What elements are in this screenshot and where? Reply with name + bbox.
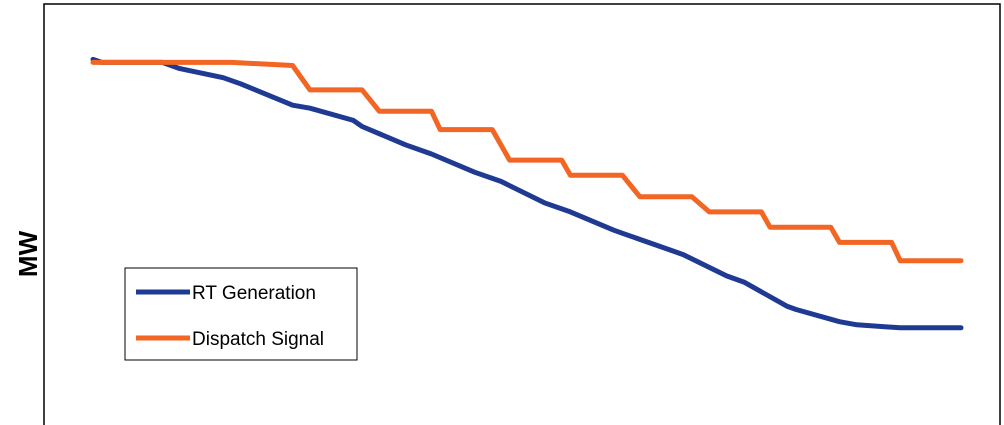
series-line-dispatch-signal: [90, 59, 964, 264]
plot-frame: [43, 3, 1001, 425]
legend-box: [124, 267, 358, 361]
legend-label-rt-generation: RT Generation: [192, 283, 316, 304]
y-axis-label: MW: [13, 230, 43, 277]
series-line-rt-generation: [90, 56, 964, 331]
series-layer: [90, 56, 964, 331]
legend: RT Generation Dispatch Signal: [124, 267, 358, 361]
legend-label-dispatch-signal: Dispatch Signal: [192, 329, 324, 350]
